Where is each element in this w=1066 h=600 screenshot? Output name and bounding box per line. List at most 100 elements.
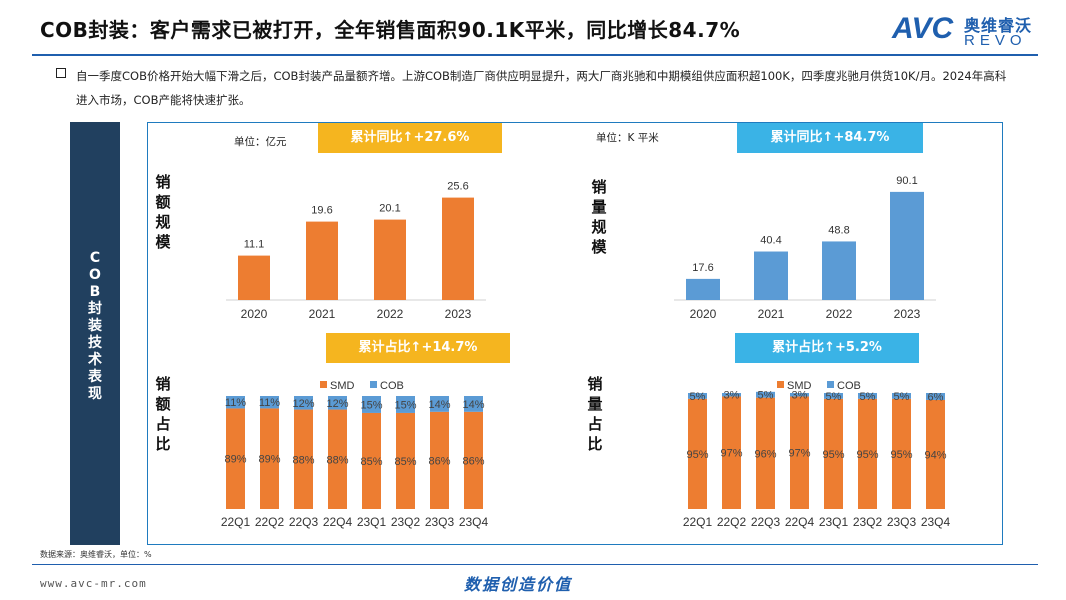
segment-COB-23Q4 bbox=[926, 393, 945, 400]
tick-label-22Q4: 22Q4 bbox=[323, 515, 353, 529]
chart-volume-share: SMD COB 95% 5% 22Q1 97% 3% 22Q2 96% 5% 22Q3 97% 3% 22… bbox=[683, 380, 951, 529]
vlabel-sales-scale: 销额规模 bbox=[155, 173, 171, 251]
segment-COB-23Q1 bbox=[824, 393, 843, 399]
data-label-2020: 17.6 bbox=[692, 262, 713, 274]
data-label-2023: 90.1 bbox=[896, 175, 917, 187]
data-label-COB-22Q3: 5% bbox=[758, 390, 774, 402]
data-label-COB-22Q1: 11% bbox=[225, 397, 246, 409]
tick-label-2022: 2022 bbox=[377, 307, 404, 321]
vlabel-volume-scale: 销量规模 bbox=[591, 178, 607, 256]
data-label-2023: 25.6 bbox=[447, 181, 468, 193]
segment-COB-23Q3 bbox=[430, 396, 449, 412]
tick-label-2022: 2022 bbox=[826, 307, 853, 321]
data-label-2022: 48.8 bbox=[828, 224, 849, 236]
tick-label-23Q4: 23Q4 bbox=[921, 515, 951, 529]
vlabel-volume-share: 销量占比 bbox=[587, 375, 603, 453]
segment-COB-22Q3 bbox=[756, 391, 775, 398]
data-label-SMD-22Q3: 88% bbox=[292, 454, 314, 466]
data-label-SMD-23Q4: 86% bbox=[462, 455, 484, 467]
segment-COB-23Q3 bbox=[892, 393, 911, 399]
data-label-SMD-23Q1: 85% bbox=[360, 456, 382, 468]
data-label-COB-23Q4: 6% bbox=[928, 391, 944, 403]
badge-sales-share: 累计占比↑+14.7% bbox=[326, 333, 510, 363]
data-label-SMD-22Q1: 95% bbox=[686, 449, 708, 461]
segment-COB-23Q2 bbox=[396, 396, 415, 413]
header-divider bbox=[32, 54, 1038, 56]
legend-label-SMD: SMD bbox=[787, 380, 812, 392]
tick-label-2021: 2021 bbox=[758, 307, 785, 321]
sidebar-banner: COB封装技术表现 bbox=[70, 122, 120, 545]
data-label-SMD-23Q3: 86% bbox=[428, 455, 450, 467]
bar-2021 bbox=[306, 221, 338, 300]
tick-label-22Q2: 22Q2 bbox=[255, 515, 285, 529]
badge-sales-yoy: 累计同比↑+27.6% bbox=[318, 123, 502, 153]
data-label-COB-23Q4: 14% bbox=[462, 399, 484, 411]
data-label-SMD-22Q1: 89% bbox=[224, 454, 246, 466]
data-label-SMD-22Q2: 97% bbox=[720, 448, 742, 460]
data-label-SMD-22Q3: 96% bbox=[754, 448, 776, 460]
segment-COB-22Q3 bbox=[294, 396, 313, 410]
data-label-SMD-23Q4: 94% bbox=[924, 449, 946, 461]
legend-label-COB: COB bbox=[837, 380, 861, 392]
segment-SMD-23Q4 bbox=[464, 411, 483, 509]
tick-label-23Q2: 23Q2 bbox=[391, 515, 421, 529]
segment-COB-22Q4 bbox=[790, 393, 809, 397]
segment-COB-22Q2 bbox=[722, 393, 741, 397]
tick-label-2020: 2020 bbox=[690, 307, 717, 321]
segment-SMD-22Q1 bbox=[226, 408, 245, 509]
segment-COB-23Q2 bbox=[858, 393, 877, 399]
website-link[interactable]: www.avc-mr.com bbox=[40, 577, 147, 590]
data-label-SMD-22Q4: 97% bbox=[788, 448, 810, 460]
segment-COB-22Q1 bbox=[226, 396, 245, 409]
page-title: COB封装：客户需求已被打开，全年销售面积90.1K平米，同比增长84.7% bbox=[40, 18, 741, 42]
segment-COB-22Q1 bbox=[688, 393, 707, 399]
segment-COB-22Q2 bbox=[260, 396, 279, 409]
data-label-COB-22Q4: 12% bbox=[326, 398, 348, 410]
segment-SMD-22Q4 bbox=[328, 409, 347, 509]
tick-label-23Q3: 23Q3 bbox=[425, 515, 455, 529]
sidebar-label: COB封装技术表现 bbox=[88, 250, 102, 402]
data-label-SMD-23Q3: 95% bbox=[890, 449, 912, 461]
data-label-COB-22Q2: 3% bbox=[724, 390, 740, 402]
segment-SMD-22Q2 bbox=[722, 396, 741, 509]
segment-SMD-23Q2 bbox=[858, 398, 877, 509]
logo-avc: AVC bbox=[892, 12, 954, 45]
unit-label-volume: 单位：K 平米 bbox=[596, 132, 659, 144]
data-label-COB-22Q3: 12% bbox=[292, 398, 314, 410]
chart-volume-scale: 17.6 2020 40.4 2021 48.8 2022 90.1 2023 bbox=[674, 175, 936, 321]
chart-panel bbox=[147, 122, 1003, 545]
unit-label-sales: 单位：亿元 bbox=[234, 136, 287, 148]
bullet-square-icon bbox=[56, 68, 66, 78]
chart-sales-scale: 11.1 2020 19.6 2021 20.1 2022 25.6 2023 bbox=[226, 181, 486, 321]
badge-volume-yoy: 累计同比↑+84.7% bbox=[737, 123, 923, 153]
footer-divider bbox=[32, 564, 1038, 565]
bar-2020 bbox=[686, 278, 720, 300]
data-label-COB-23Q2: 15% bbox=[394, 399, 416, 411]
bar-2022 bbox=[374, 219, 406, 300]
segment-SMD-22Q1 bbox=[688, 398, 707, 509]
segment-SMD-23Q3 bbox=[430, 411, 449, 509]
data-label-2021: 40.4 bbox=[760, 235, 781, 247]
segment-SMD-23Q4 bbox=[926, 399, 945, 509]
data-label-COB-23Q3: 5% bbox=[894, 391, 910, 403]
tick-label-2023: 2023 bbox=[894, 307, 921, 321]
data-label-SMD-22Q2: 89% bbox=[258, 454, 280, 466]
data-label-COB-23Q3: 14% bbox=[428, 399, 450, 411]
bar-2023 bbox=[442, 197, 474, 300]
segment-SMD-23Q1 bbox=[362, 412, 381, 509]
tick-label-22Q1: 22Q1 bbox=[221, 515, 251, 529]
segment-SMD-23Q3 bbox=[892, 398, 911, 509]
legend-label-SMD: SMD bbox=[330, 380, 355, 392]
legend-label-COB: COB bbox=[380, 380, 404, 392]
data-label-2020: 11.1 bbox=[244, 239, 265, 251]
data-label-2021: 19.6 bbox=[311, 205, 332, 217]
intro-text: 自一季度COB价格开始大幅下滑之后，COB封装产品量额齐增。上游COB制造厂商供… bbox=[76, 69, 1007, 107]
tick-label-22Q2: 22Q2 bbox=[717, 515, 747, 529]
data-label-SMD-23Q2: 85% bbox=[394, 456, 416, 468]
tick-label-22Q3: 22Q3 bbox=[751, 515, 781, 529]
tick-label-23Q2: 23Q2 bbox=[853, 515, 883, 529]
data-label-COB-22Q4: 3% bbox=[792, 390, 808, 402]
tick-label-23Q1: 23Q1 bbox=[819, 515, 849, 529]
legend-swatch-SMD bbox=[777, 381, 784, 388]
bar-2021 bbox=[754, 251, 788, 300]
